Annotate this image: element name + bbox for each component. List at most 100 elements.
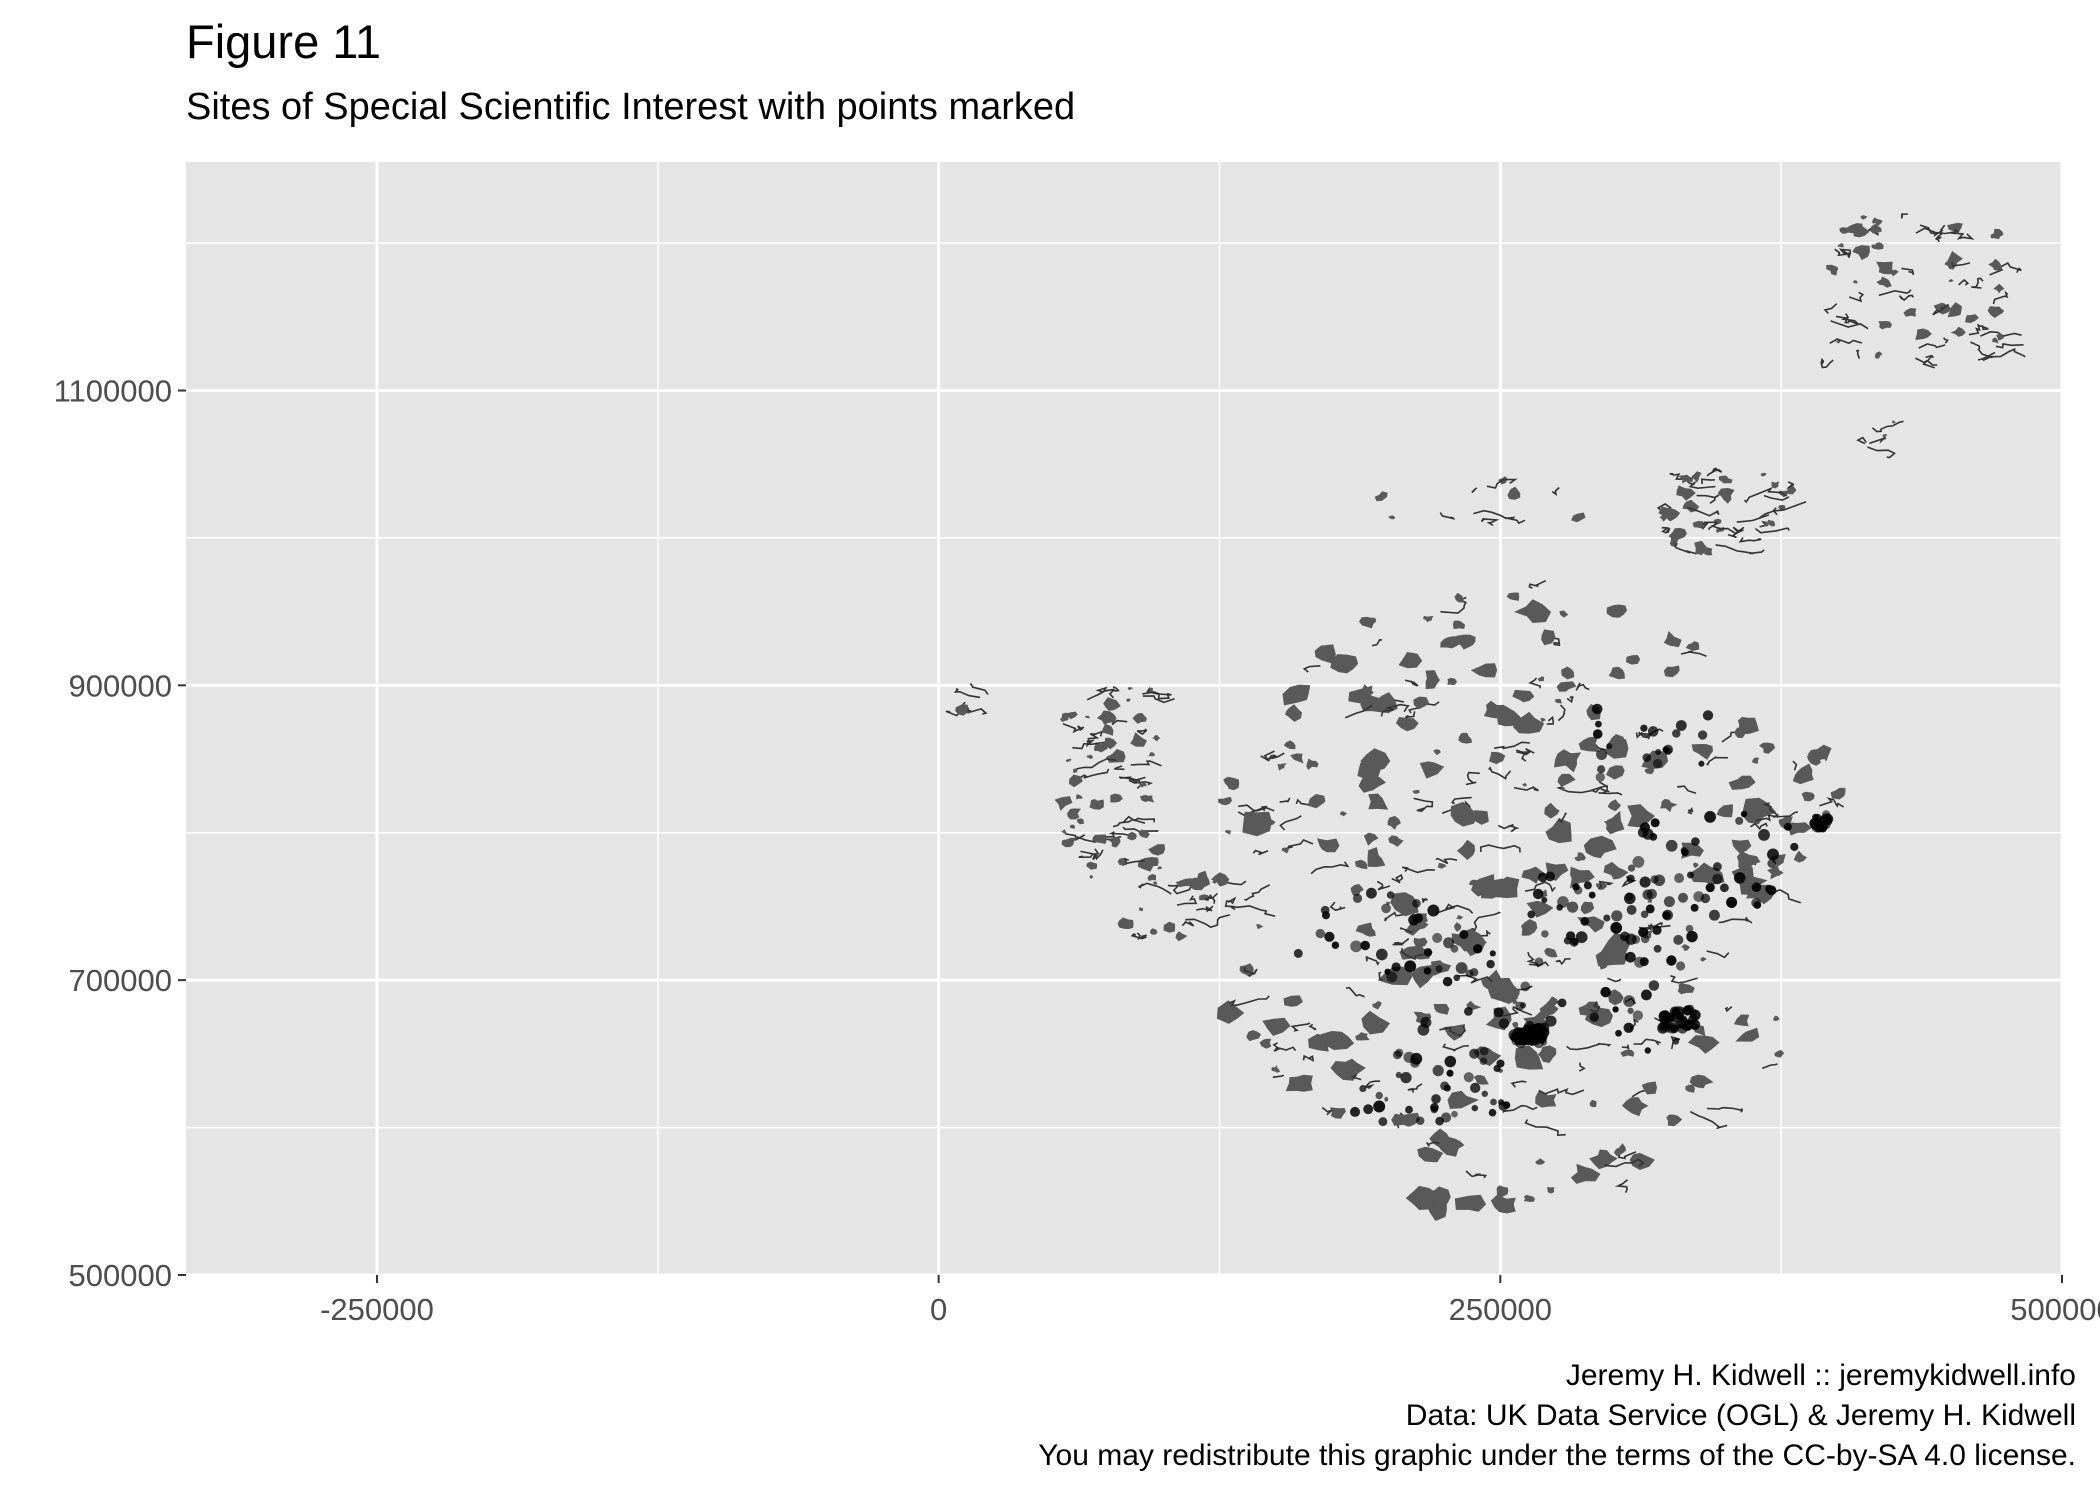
sssi-area: [1123, 815, 1155, 823]
site-point: [1451, 1110, 1458, 1118]
sssi-area: [1947, 222, 1963, 235]
site-point: [1649, 833, 1658, 841]
sssi-area: [1786, 485, 1797, 495]
sssi-area: [1421, 897, 1428, 904]
sssi-area: [1685, 641, 1700, 651]
sssi-area: [1368, 793, 1389, 810]
site-point: [1655, 748, 1662, 756]
sssi-area: [1112, 818, 1146, 828]
sssi-area: [1992, 337, 1999, 344]
sssi-area: [1661, 526, 1671, 534]
sssi-area: [1758, 510, 1778, 520]
site-point: [1686, 930, 1698, 943]
sssi-area: [1387, 815, 1401, 830]
site-point: [1350, 940, 1362, 953]
sssi-area: [1677, 982, 1695, 995]
sssi-area: [1580, 901, 1595, 915]
sssi-area: [1561, 666, 1575, 680]
sssi-area: [1932, 303, 1950, 316]
sssi-area: [1793, 850, 1807, 863]
sssi-area: [1391, 874, 1404, 884]
sssi-area: [1100, 737, 1118, 750]
sssi-area: [1426, 1200, 1447, 1221]
sssi-area: [1283, 839, 1314, 850]
sssi-area: [1351, 1074, 1362, 1081]
sssi-area: [1575, 682, 1590, 691]
caption-line-license: You may redistribute this graphic under …: [1038, 1439, 2076, 1472]
sssi-area: [1736, 513, 1770, 523]
sssi-area: [1555, 958, 1571, 966]
site-point: [1690, 903, 1699, 912]
site-point: [1365, 887, 1377, 899]
sssi-area: [1571, 512, 1586, 523]
sssi-area: [1384, 1096, 1389, 1102]
sssi-area: [1136, 932, 1147, 941]
site-point: [1645, 904, 1655, 914]
x-tick-label: 250000: [1449, 1292, 1552, 1327]
sssi-area: [1597, 880, 1614, 890]
sssi-area: [1390, 892, 1419, 917]
site-point: [1453, 974, 1461, 982]
sssi-area: [1717, 487, 1735, 504]
site-point: [1427, 904, 1440, 917]
site-point: [1463, 1072, 1474, 1083]
sssi-area: [1856, 436, 1867, 445]
caption-line-author: Jeremy H. Kidwell :: jeremykidwell.info: [1565, 1359, 2076, 1392]
sssi-area: [1951, 262, 1971, 267]
site-point: [1395, 1071, 1402, 1079]
site-point: [1662, 909, 1673, 921]
sssi-area: [1060, 712, 1071, 722]
sssi-area: [1361, 1010, 1390, 1035]
sssi-area: [1061, 829, 1067, 834]
sssi-area: [1837, 243, 1844, 248]
sssi-area: [1687, 1035, 1720, 1054]
sssi-area: [1484, 700, 1508, 719]
sssi-area: [1260, 750, 1275, 762]
site-point: [1612, 1006, 1619, 1013]
sssi-area: [1506, 592, 1520, 601]
sssi-area: [1302, 1054, 1315, 1062]
site-point: [1767, 848, 1779, 861]
site-point: [1691, 837, 1700, 846]
sssi-area: [1614, 1179, 1629, 1193]
sssi-area: [1878, 289, 1912, 297]
sssi-area: [1742, 797, 1777, 825]
sssi-area: [1502, 1104, 1538, 1114]
site-point: [1537, 872, 1548, 883]
sssi-area: [1627, 804, 1655, 828]
sssi-area: [1223, 776, 1240, 791]
sssi-area: [1689, 1074, 1714, 1089]
site-point: [1575, 931, 1588, 944]
site-point: [1432, 932, 1443, 943]
sssi-area: [1108, 836, 1121, 848]
sssi-area: [1544, 802, 1560, 819]
site-point: [1519, 1002, 1527, 1009]
sssi-area: [1528, 677, 1542, 689]
sssi-area: [1708, 522, 1744, 535]
x-tick-label: 500000: [2010, 1292, 2100, 1327]
sssi-area: [1703, 547, 1713, 556]
site-point: [1498, 1101, 1509, 1111]
sssi-area: [1228, 995, 1270, 1007]
sssi-area: [1425, 670, 1440, 690]
sssi-area: [1540, 717, 1546, 722]
sssi-area: [1216, 1000, 1245, 1024]
sssi-area: [1537, 1045, 1557, 1063]
site-point: [1591, 703, 1603, 715]
sssi-area: [1826, 264, 1839, 276]
site-point: [1391, 962, 1401, 972]
sssi-area: [1380, 703, 1410, 717]
site-point: [1412, 898, 1421, 908]
sssi-area: [1718, 475, 1733, 484]
sssi-area: [1218, 796, 1233, 806]
site-point: [1810, 821, 1819, 830]
major-gridlines: [186, 162, 2064, 1277]
sssi-area: [1350, 883, 1364, 896]
sssi-area: [1557, 812, 1567, 824]
sssi-area: [1987, 306, 2005, 318]
sssi-area: [1439, 512, 1456, 520]
site-point: [1675, 720, 1687, 731]
sssi-area: [1995, 342, 2024, 349]
sssi-area: [1404, 711, 1416, 719]
site-point: [1647, 726, 1659, 737]
